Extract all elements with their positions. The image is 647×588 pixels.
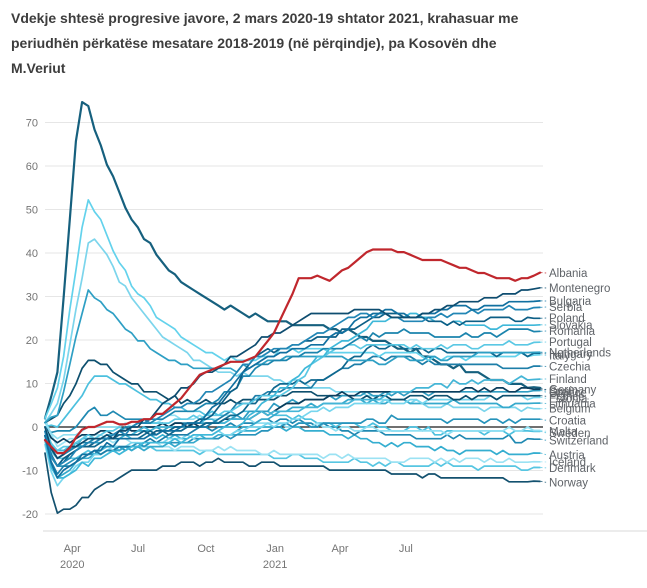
leader-line-austria — [540, 452, 548, 456]
series-line-hungary — [44, 343, 541, 467]
y-tick-label: 70 — [26, 118, 38, 130]
series-line-italy — [44, 199, 541, 420]
chart-title: Vdekje shtesë progresive javore, 2 mars … — [0, 0, 647, 81]
country-label-denmark: Denmark — [549, 463, 596, 475]
country-label-serbia: Serbia — [549, 302, 583, 314]
country-label-romania: Romania — [549, 326, 596, 338]
country-label-norway: Norway — [549, 478, 588, 490]
country-label-iceland: Iceland — [549, 457, 586, 469]
series-line-serbia — [44, 304, 541, 467]
x-tick-label: Jan — [266, 543, 284, 555]
x-tick-label: Apr — [331, 543, 348, 555]
country-label-lithuania: Lithuania — [549, 399, 596, 411]
series-line-switzerland — [44, 406, 541, 444]
series-line-bulgaria — [44, 300, 541, 479]
series-line-poland — [44, 312, 541, 467]
country-label-belgium: Belgium — [549, 404, 591, 416]
country-label-bulgaria: Bulgaria — [549, 296, 592, 308]
country-label-croatia: Croatia — [549, 416, 587, 428]
x-tick-label: Jul — [399, 543, 413, 555]
series-line-romania — [44, 328, 541, 460]
series-line-lithuania — [44, 398, 541, 479]
country-label-sweden: Sweden — [549, 428, 591, 440]
country-label-finland: Finland — [549, 374, 587, 386]
x-tick-label: Apr — [64, 543, 81, 555]
country-label-slovakia: Slovakia — [549, 320, 593, 332]
y-tick-label: 10 — [26, 379, 38, 391]
country-label-france: France — [549, 392, 585, 404]
leader-line-croatia — [540, 418, 548, 421]
series-line-iceland — [44, 417, 541, 464]
x-tick-label: Jul — [131, 543, 145, 555]
country-label-greece: Greece — [549, 388, 587, 400]
series-line-sweden — [44, 375, 541, 436]
leader-line-switzerland — [540, 438, 548, 441]
country-label-hungary: Hungary — [549, 349, 593, 361]
country-label-italy: Italy — [549, 351, 570, 363]
leader-line-norway — [540, 480, 548, 483]
y-tick-label: 20 — [26, 335, 38, 347]
series-line-estonia — [44, 394, 541, 487]
country-label-switzerland: Switzerland — [549, 436, 608, 448]
series-line-montenegro — [44, 286, 541, 460]
series-line-spain — [43, 101, 542, 420]
y-tick-label: 30 — [26, 292, 38, 304]
series-line-albania — [43, 248, 542, 455]
x-tick-label: Oct — [197, 543, 214, 555]
chart-title-line1: Vdekje shtesë progresive javore, 2 mars … — [11, 10, 519, 26]
leader-line-denmark — [540, 466, 548, 469]
leader-line-hungary — [540, 352, 548, 355]
y-tick-label: 50 — [26, 205, 38, 217]
leader-line-estonia — [540, 396, 548, 399]
leader-line-malta — [540, 429, 548, 432]
country-label-montenegro: Montenegro — [549, 283, 610, 295]
y-tick-label: -10 — [22, 466, 38, 478]
series-line-norway — [44, 452, 541, 514]
country-label-poland: Poland — [549, 313, 585, 325]
y-tick-label: 0 — [32, 422, 38, 434]
country-label-austria: Austria — [549, 450, 585, 462]
chart-title-line3: M.Veriut — [11, 60, 66, 76]
y-tick-label: 60 — [26, 161, 38, 173]
chart-title-line2: periudhën përkatëse mesatare 2018-2019 (… — [11, 35, 497, 51]
leader-line-sweden — [540, 430, 548, 434]
country-label-netherlands: Netherlands — [549, 348, 611, 360]
series-line-france — [44, 359, 541, 424]
leader-line-spain — [540, 387, 548, 392]
x-tick-year-label: 2021 — [263, 559, 287, 571]
y-tick-label: -20 — [22, 509, 38, 521]
y-tick-label: 40 — [26, 248, 38, 260]
leader-line-france — [540, 395, 548, 397]
leader-line-italy — [540, 354, 548, 356]
leader-line-greece — [540, 389, 548, 393]
country-label-albania: Albania — [549, 268, 588, 280]
country-label-spain: Spain — [549, 386, 578, 398]
country-label-estonia: Estonia — [549, 394, 588, 406]
x-tick-year-label: 2020 — [60, 559, 84, 571]
series-line-denmark — [44, 434, 541, 471]
country-label-germany: Germany — [549, 385, 597, 397]
country-label-malta: Malta — [549, 427, 578, 439]
country-label-czechia: Czechia — [549, 362, 591, 374]
country-label-portugal: Portugal — [549, 337, 592, 349]
series-line-germany — [44, 387, 541, 444]
series-line-slovakia — [44, 312, 541, 479]
